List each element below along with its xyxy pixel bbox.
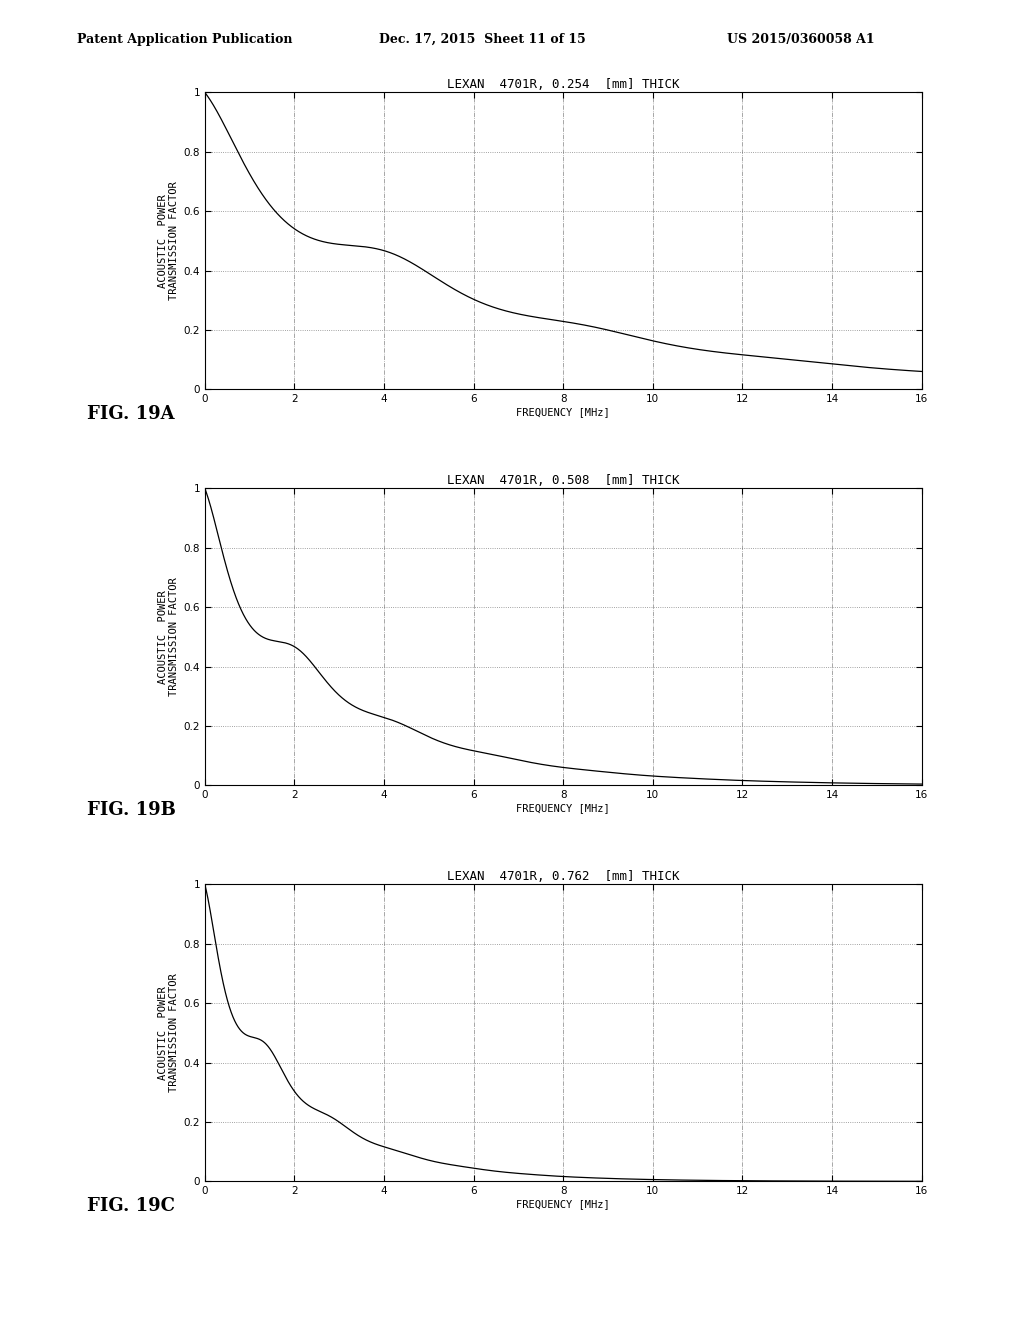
- Y-axis label: ACOUSTIC  POWER
TRANSMISSION FACTOR: ACOUSTIC POWER TRANSMISSION FACTOR: [158, 578, 179, 696]
- Text: FIG. 19A: FIG. 19A: [87, 405, 175, 424]
- Title: LEXAN  4701R, 0.508  [mm] THICK: LEXAN 4701R, 0.508 [mm] THICK: [446, 474, 680, 487]
- X-axis label: FREQUENCY [MHz]: FREQUENCY [MHz]: [516, 407, 610, 417]
- X-axis label: FREQUENCY [MHz]: FREQUENCY [MHz]: [516, 1199, 610, 1209]
- Title: LEXAN  4701R, 0.762  [mm] THICK: LEXAN 4701R, 0.762 [mm] THICK: [446, 870, 680, 883]
- Text: FIG. 19B: FIG. 19B: [87, 801, 176, 820]
- Y-axis label: ACOUSTIC  POWER
TRANSMISSION FACTOR: ACOUSTIC POWER TRANSMISSION FACTOR: [158, 974, 179, 1092]
- X-axis label: FREQUENCY [MHz]: FREQUENCY [MHz]: [516, 803, 610, 813]
- Text: FIG. 19C: FIG. 19C: [87, 1197, 175, 1216]
- Title: LEXAN  4701R, 0.254  [mm] THICK: LEXAN 4701R, 0.254 [mm] THICK: [446, 78, 680, 91]
- Text: US 2015/0360058 A1: US 2015/0360058 A1: [727, 33, 874, 46]
- Text: Dec. 17, 2015  Sheet 11 of 15: Dec. 17, 2015 Sheet 11 of 15: [379, 33, 586, 46]
- Text: Patent Application Publication: Patent Application Publication: [77, 33, 292, 46]
- Y-axis label: ACOUSTIC  POWER
TRANSMISSION FACTOR: ACOUSTIC POWER TRANSMISSION FACTOR: [158, 182, 179, 300]
